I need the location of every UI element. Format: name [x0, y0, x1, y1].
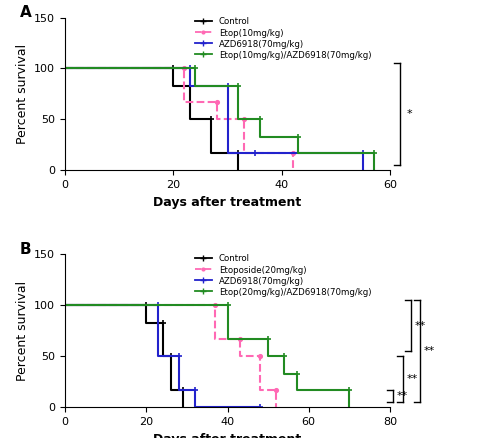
Text: **: ** [396, 391, 408, 401]
Text: A: A [20, 5, 31, 20]
Text: **: ** [406, 374, 418, 384]
Y-axis label: Percent survival: Percent survival [16, 44, 28, 144]
Text: **: ** [424, 346, 435, 356]
Text: **: ** [415, 321, 426, 331]
X-axis label: Days after treatment: Days after treatment [154, 433, 302, 438]
Legend: Control, Etop(10mg/kg), AZD6918(70mg/kg), Etop(10mg/kg)/AZD6918(70mg/kg): Control, Etop(10mg/kg), AZD6918(70mg/kg)… [193, 16, 373, 62]
Text: B: B [20, 242, 31, 257]
X-axis label: Days after treatment: Days after treatment [154, 196, 302, 208]
Text: *: * [406, 110, 412, 119]
Legend: Control, Etoposide(20mg/kg), AZD6918(70mg/kg), Etop(20mg/kg)/AZD6918(70mg/kg): Control, Etoposide(20mg/kg), AZD6918(70m… [193, 253, 373, 299]
Y-axis label: Percent survival: Percent survival [16, 281, 28, 381]
